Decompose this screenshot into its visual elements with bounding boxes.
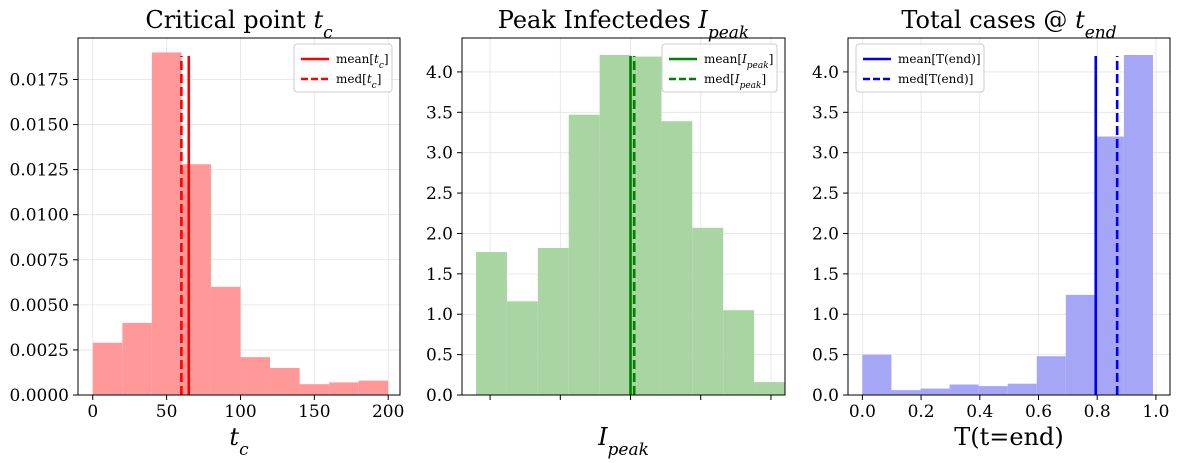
x-tick-label: 200: [372, 402, 404, 422]
axes-frame: [461, 37, 786, 396]
y-tick-label: 0.0150: [10, 116, 69, 136]
y-tick-label: 3.5: [812, 103, 839, 123]
legend-entry-label: med[Ipeak]: [704, 72, 766, 91]
y-tick-label: 0.0075: [10, 251, 69, 271]
histogram-bar: [891, 390, 921, 395]
y-tick-label: 2.5: [426, 184, 453, 204]
legend-entry-label: med[T(end)]: [898, 72, 973, 86]
histogram-bar: [1065, 294, 1095, 395]
chart-panel-2: 0.0 0.5 1.0 1.5 2.0 2.5 3.0 3.5 4.0 Peak Infected…: [426, 6, 786, 460]
histogram-bar: [568, 114, 600, 395]
histogram-bar: [661, 121, 693, 395]
y-tick-label: 0.0000: [10, 386, 69, 406]
x-tick-label: 0.6: [1025, 402, 1052, 422]
chart-title: Total cases @ tend: [901, 6, 1116, 43]
legend-entry-label: mean[Ipeak]: [704, 52, 773, 71]
y-tick-label: 2.5: [812, 184, 839, 204]
axes-frame: [77, 37, 401, 396]
histogram-bar: [1007, 383, 1037, 395]
histogram-bar: [122, 322, 152, 395]
y-tick-label: 0.0025: [10, 341, 69, 361]
histogram-bar: [151, 52, 182, 395]
y-tick-label: 0.5: [426, 346, 453, 366]
x-tick-label: 0.8: [1084, 402, 1111, 422]
legend-entry-label: med[tc]: [336, 72, 381, 91]
y-tick-label: 0.0125: [10, 161, 69, 181]
x-axis-label: tc: [229, 423, 249, 460]
y-tick-label: 1.5: [426, 265, 453, 285]
y-tick-label: 0.0050: [10, 296, 69, 316]
y-tick-label: 2.0: [812, 224, 839, 244]
y-tick-label: 4.0: [426, 63, 453, 83]
x-axis-label: Ipeak: [597, 423, 649, 460]
histogram-bar: [270, 367, 300, 395]
y-tick-label: 0.0: [812, 386, 839, 406]
chart-title: Critical point tc: [145, 6, 333, 43]
y-tick-label: 3.0: [426, 144, 453, 164]
histogram-bar: [1123, 54, 1153, 395]
y-tick-label: 2.0: [426, 224, 453, 244]
x-tick-label: 0: [87, 402, 98, 422]
x-tick-label: 150: [298, 402, 330, 422]
legend-box: [293, 43, 393, 93]
histogram-bar: [329, 382, 359, 395]
legend-entry-label: mean[T(end)]: [898, 52, 981, 66]
y-tick-label: 0.0175: [10, 70, 69, 90]
y-tick-label: 0.0100: [10, 206, 69, 226]
x-tick-label: 1.0: [1142, 402, 1169, 422]
legend: mean[tc]med[tc]: [293, 43, 393, 93]
histogram-bar: [630, 56, 662, 395]
histogram-bar: [537, 248, 569, 395]
histogram-bar: [692, 227, 724, 395]
histogram-bar: [240, 357, 271, 395]
y-tick-label: 1.5: [812, 265, 839, 285]
chart-panel-3: 0.0 0.2 0.4 0.6 0.8 1.0 0.0 0.5 1.0 1.5 2.0 2.5 3.0 3…: [812, 6, 1171, 451]
x-tick-label: 50: [156, 402, 178, 422]
x-tick-label: 100: [224, 402, 256, 422]
axes-frame: [847, 37, 1171, 396]
histogram-bar: [358, 380, 389, 395]
x-tick-label: 0.2: [908, 402, 935, 422]
y-tick-label: 0.0: [426, 386, 453, 406]
chart-title: Peak Infectedes Ipeak: [498, 6, 749, 43]
histogram-bar: [210, 286, 241, 395]
histogram-bar: [978, 386, 1008, 395]
x-tick-label: 0.0: [849, 402, 876, 422]
histogram-bar: [862, 354, 892, 395]
y-tick-label: 3.5: [426, 103, 453, 123]
histogram-bar: [181, 164, 211, 395]
histogram-bar: [506, 301, 538, 395]
histogram-bar: [754, 382, 785, 395]
legend-entry-label: mean[tc]: [336, 52, 389, 71]
histogram-bar: [299, 384, 330, 395]
y-tick-label: 4.0: [812, 63, 839, 83]
histogram-bar: [476, 252, 507, 395]
x-tick-label: 0.4: [966, 402, 993, 422]
histogram-bar: [920, 388, 950, 395]
histogram-bar: [1036, 356, 1066, 395]
chart-panel-1: 0 50 100 150 200 0.0000 0.0025 0.0050 0.0075 0.01…: [10, 6, 405, 460]
legend: mean[Ipeak]med[Ipeak]: [661, 43, 778, 93]
x-axis-label: T(t=end): [954, 423, 1064, 451]
histogram-bar: [949, 384, 979, 395]
y-tick-label: 1.0: [426, 305, 453, 325]
y-tick-label: 1.0: [812, 305, 839, 325]
y-tick-label: 3.0: [812, 144, 839, 164]
y-tick-label: 0.5: [812, 346, 839, 366]
histogram-bar: [599, 54, 631, 395]
histogram-bar: [92, 342, 123, 395]
histogram-bar: [1094, 136, 1124, 396]
legend: mean[T(end)] med[T(end)]: [855, 43, 985, 93]
histogram-bar: [723, 310, 755, 395]
